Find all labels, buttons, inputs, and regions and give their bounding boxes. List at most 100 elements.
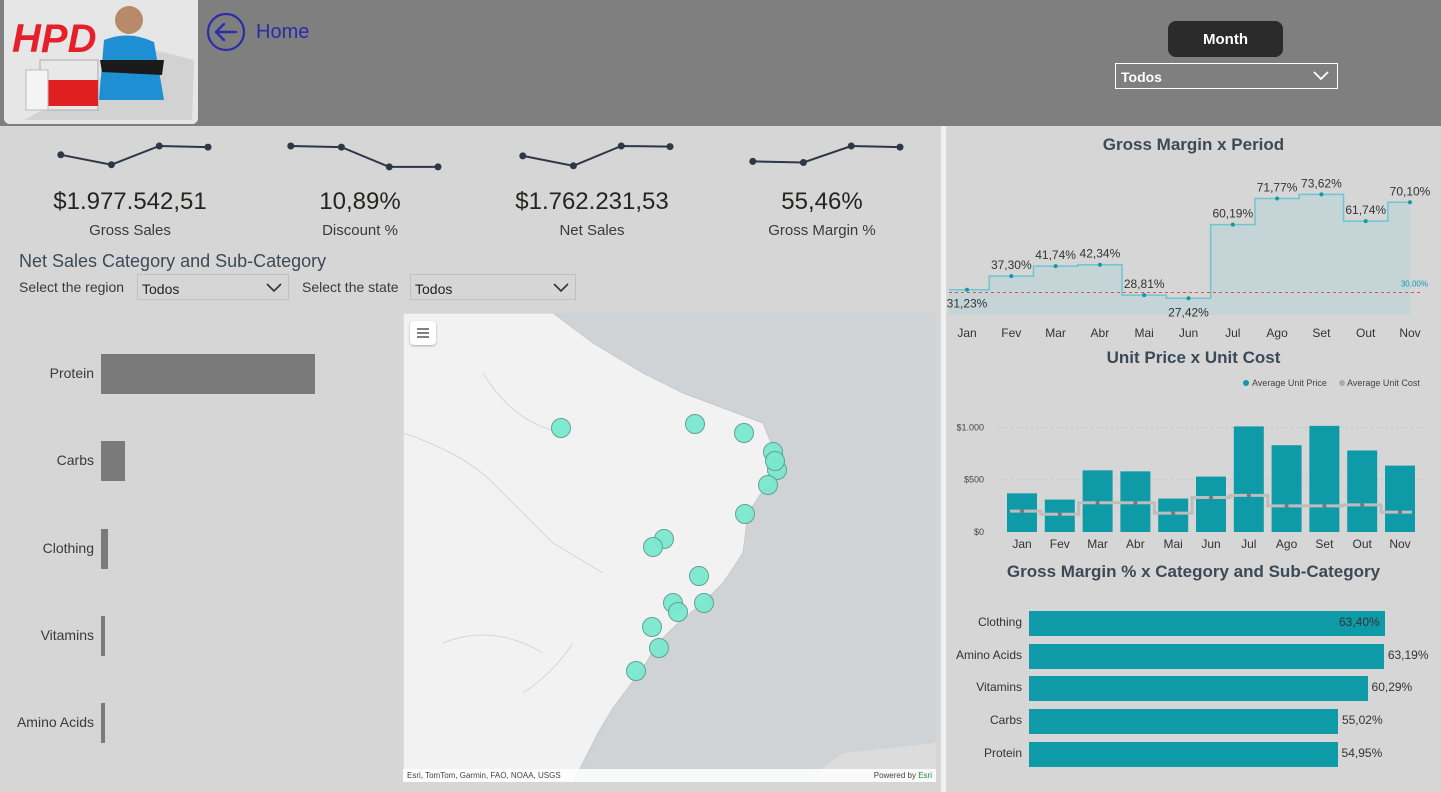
brand-logo: HPD: [4, 0, 198, 124]
margin-value: 63,19%: [1387, 648, 1429, 662]
month-button[interactable]: Month: [1168, 21, 1283, 57]
category-label: Vitamins: [976, 680, 1022, 694]
margin-value: 63,40%: [1339, 615, 1380, 629]
data-label: 37,30%: [991, 258, 1032, 272]
price-bar: [1385, 465, 1415, 532]
month-tick: Abr: [1091, 326, 1110, 340]
sparkline-point: [107, 161, 115, 169]
category-label: Clothing: [42, 540, 94, 556]
cost-point: [1360, 502, 1365, 507]
margin-point: [1275, 196, 1280, 201]
gross-margin-period-chart: 30,00% 31,23% Jan 37,30% Fev 41,74% Mar 42,34% A…: [947, 176, 1431, 340]
map-marker[interactable]: [689, 566, 709, 586]
month-tick: Jan: [957, 326, 976, 340]
chevron-down-icon: [553, 283, 569, 293]
margin-bar[interactable]: [1029, 676, 1368, 701]
sparkline-line: [290, 145, 438, 168]
kpi-value: 10,89%: [319, 188, 401, 215]
map-marker[interactable]: [685, 414, 705, 434]
region-select-value: Todos: [142, 281, 180, 297]
category-bar[interactable]: [101, 529, 109, 569]
price-bar: [1271, 445, 1302, 532]
margin-bar[interactable]: [1029, 644, 1384, 669]
map-marker[interactable]: [735, 504, 755, 524]
y-tick: $1.000: [956, 422, 984, 432]
esri-link[interactable]: Esri: [918, 771, 932, 780]
category-label: Vitamins: [40, 627, 94, 643]
map-marker[interactable]: [734, 423, 754, 443]
y-tick: $0: [974, 527, 984, 537]
month-tick: Jun: [1179, 326, 1198, 340]
unit-price-cost-chart: Average Unit Price Average Unit Cost $1.00…: [956, 378, 1426, 551]
margin-point: [965, 287, 969, 292]
margin-value: 54,95%: [1341, 746, 1383, 760]
legend-price-label: Average Unit Price: [1252, 378, 1327, 388]
map-marker[interactable]: [626, 661, 646, 681]
data-label: 61,74%: [1345, 203, 1386, 217]
month-tick: Set: [1312, 326, 1331, 340]
sparkline-point: [569, 162, 577, 170]
category-label: Amino Acids: [16, 714, 94, 730]
month-select[interactable]: Todos: [1115, 63, 1338, 89]
data-label: 27,42%: [1168, 305, 1209, 319]
cost-point: [1057, 512, 1062, 517]
kpi-value: $1.762.231,53: [515, 188, 669, 215]
month-tick: Mai: [1164, 537, 1183, 551]
margin-point: [1186, 296, 1191, 301]
sparkline-point: [57, 151, 65, 159]
price-bar: [1196, 476, 1226, 532]
kpi-value: $1.977.542,51: [53, 188, 207, 215]
month-tick: Mai: [1135, 326, 1154, 340]
map-marker[interactable]: [758, 475, 778, 495]
category-bar[interactable]: [101, 354, 315, 394]
chevron-down-icon: [266, 283, 282, 293]
cost-point: [1284, 503, 1289, 508]
category-bar[interactable]: [101, 703, 106, 743]
margin-point: [1408, 200, 1412, 205]
map-marker[interactable]: [643, 537, 663, 557]
legend-cost-marker: [1339, 380, 1345, 386]
map-marker[interactable]: [649, 638, 669, 658]
margin-bar[interactable]: [1029, 742, 1338, 767]
cost-point: [1398, 510, 1402, 515]
category-bar[interactable]: [101, 616, 106, 656]
margin-bar[interactable]: [1029, 709, 1338, 734]
map-marker[interactable]: [765, 451, 785, 471]
month-tick: Out: [1356, 326, 1376, 340]
map-marker[interactable]: [551, 418, 571, 438]
month-tick: Mar: [1045, 326, 1066, 340]
home-label: Home: [256, 20, 310, 43]
region-filter-label: Select the region: [19, 279, 125, 295]
map-marker[interactable]: [642, 617, 662, 637]
sales-map[interactable]: [403, 313, 936, 782]
home-button[interactable]: Home: [206, 12, 309, 52]
map-marker[interactable]: [668, 602, 688, 622]
cost-point: [1020, 509, 1024, 514]
map-menu-button[interactable]: [410, 321, 436, 345]
map-marker[interactable]: [694, 593, 714, 613]
state-select[interactable]: Todos: [410, 274, 576, 300]
month-tick: Jul: [1225, 326, 1240, 340]
category-label: Clothing: [977, 615, 1022, 629]
margin-point: [1363, 219, 1368, 224]
margin-bar[interactable]: [1029, 611, 1385, 636]
data-label: 73,62%: [1301, 176, 1342, 190]
category-bar[interactable]: [101, 441, 125, 481]
margin-value: 60,29%: [1371, 680, 1413, 694]
data-label: 41,74%: [1035, 248, 1076, 262]
month-tick: Jun: [1201, 537, 1220, 551]
powered-by: Powered by Esri: [874, 771, 932, 780]
region-select[interactable]: Todos: [137, 274, 289, 300]
sparkline-line: [60, 144, 209, 166]
month-tick: Ago: [1266, 326, 1288, 340]
month-tick: Jul: [1241, 537, 1256, 551]
unit-price-cost-title: Unit Price x Unit Cost: [1106, 348, 1281, 367]
reference-label: 30,00%: [1401, 280, 1428, 289]
data-label: 42,34%: [1080, 247, 1121, 261]
kpi-gross-sales: $1.977.542,51 Gross Sales: [30, 140, 230, 239]
kpi-discount: 10,89% Discount %: [260, 140, 460, 239]
sparkline-point: [749, 157, 757, 165]
sparkline-line: [752, 144, 901, 164]
margin-value: 55,02%: [1341, 713, 1383, 727]
cost-point: [1246, 493, 1251, 498]
